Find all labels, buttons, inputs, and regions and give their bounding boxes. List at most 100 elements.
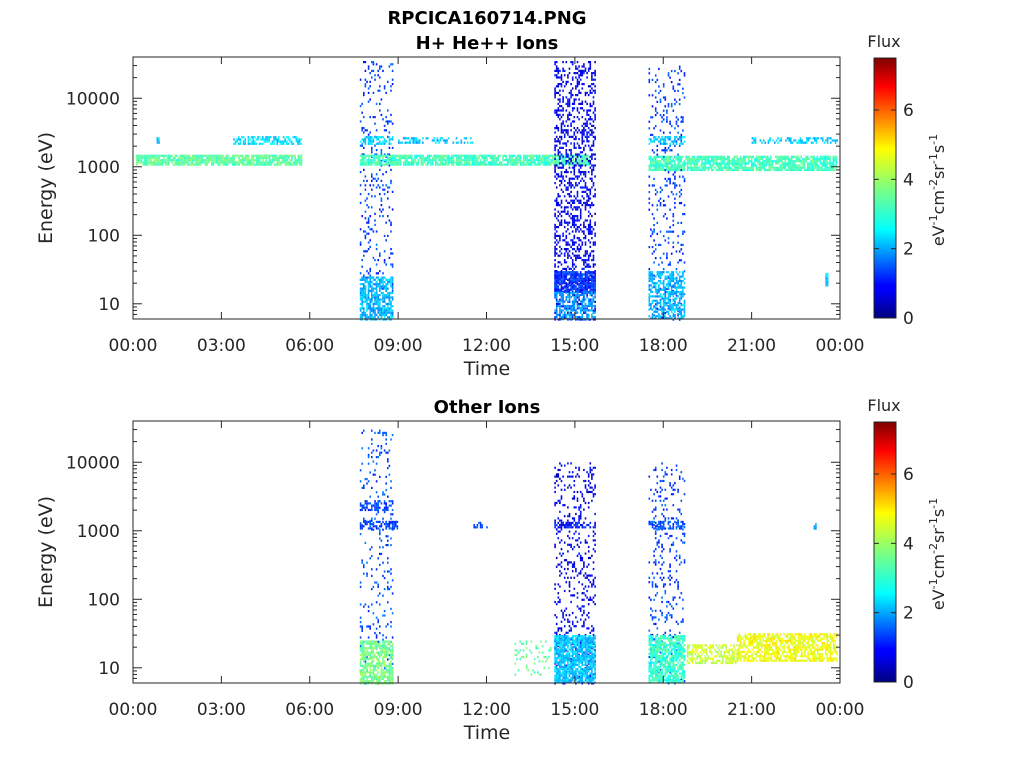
heatmap-cell xyxy=(573,277,576,280)
heatmap-cell xyxy=(666,180,668,183)
heatmap-cell xyxy=(654,162,657,165)
heatmap-cell xyxy=(372,278,375,281)
heatmap-cell xyxy=(505,163,507,166)
heatmap-cell xyxy=(554,111,556,114)
heatmap-cell xyxy=(678,83,681,86)
heatmap-cell xyxy=(591,309,593,312)
heatmap-cell xyxy=(364,296,367,299)
heatmap-cell xyxy=(589,221,592,224)
heatmap-cell xyxy=(563,300,566,303)
heatmap-cell xyxy=(559,311,561,314)
heatmap-cell xyxy=(587,94,590,97)
heatmap-cell xyxy=(140,159,143,162)
heatmap-cell xyxy=(586,294,588,297)
heatmap-cell xyxy=(367,241,370,244)
heatmap-cell xyxy=(550,159,552,162)
heatmap-cell xyxy=(560,131,563,134)
heatmap-cell xyxy=(662,304,665,307)
heatmap-cell xyxy=(554,89,556,92)
heatmap-cell xyxy=(375,296,378,299)
heatmap-cell xyxy=(225,156,228,160)
heatmap-cell xyxy=(452,141,455,144)
heatmap-cell xyxy=(363,278,365,281)
heatmap-cell xyxy=(214,154,216,157)
heatmap-cell xyxy=(576,142,579,145)
heatmap-cell xyxy=(374,154,376,157)
heatmap-cell xyxy=(670,317,673,320)
heatmap-cell xyxy=(651,246,654,249)
heatmap-cell xyxy=(559,298,561,301)
heatmap-cell xyxy=(662,118,665,121)
heatmap-cell xyxy=(570,153,572,156)
heatmap-cell xyxy=(586,279,588,283)
heatmap-cell xyxy=(567,284,569,287)
heatmap-cell xyxy=(297,142,299,145)
heatmap-cell xyxy=(824,155,827,158)
heatmap-cell xyxy=(683,299,686,302)
heatmap-cell xyxy=(565,61,568,64)
heatmap-cell xyxy=(680,202,683,205)
heatmap-cell xyxy=(750,162,753,165)
heatmap-cell xyxy=(792,164,795,167)
heatmap-cell xyxy=(659,186,662,189)
heatmap-cell xyxy=(183,163,186,166)
heatmap-cell xyxy=(557,127,560,130)
heatmap-cell xyxy=(835,166,838,169)
heatmap-cell xyxy=(196,154,199,157)
heatmap-cell xyxy=(683,282,686,285)
heatmap-cell xyxy=(661,116,663,119)
heatmap-cell xyxy=(414,139,416,142)
heatmap-cell xyxy=(677,118,679,121)
heatmap-cell xyxy=(287,161,290,164)
heatmap-cell xyxy=(391,313,394,317)
heatmap-cell xyxy=(557,304,560,308)
heatmap-cell xyxy=(385,278,387,281)
heatmap-cell xyxy=(686,157,689,161)
heatmap-cell xyxy=(669,160,671,163)
heatmap-cell xyxy=(592,72,595,75)
heatmap-cell xyxy=(648,268,651,271)
heatmap-cell xyxy=(677,166,679,169)
heatmap-cell xyxy=(557,201,560,204)
heatmap-cell xyxy=(375,163,378,166)
heatmap-cell xyxy=(659,317,662,320)
heatmap-cell xyxy=(666,155,668,158)
heatmap-cell xyxy=(570,151,572,154)
heatmap-cell xyxy=(664,290,667,293)
heatmap-cell xyxy=(675,193,678,196)
heatmap-cell xyxy=(749,160,751,163)
heatmap-cell xyxy=(664,164,667,167)
heatmap-cell xyxy=(592,111,595,114)
heatmap-cell xyxy=(391,190,394,193)
heatmap-cell xyxy=(575,223,577,226)
heatmap-cell xyxy=(784,157,787,161)
heatmap-cell xyxy=(379,280,381,284)
heatmap-cell xyxy=(670,105,673,108)
heatmap-cell xyxy=(554,149,556,152)
heatmap-cell xyxy=(290,140,293,143)
heatmap-cell xyxy=(830,141,832,144)
heatmap-cell xyxy=(731,164,734,167)
heatmap-cell xyxy=(554,175,556,178)
heatmap-cell xyxy=(588,163,591,166)
heatmap-cell xyxy=(661,166,663,169)
heatmap-cell xyxy=(379,186,381,189)
heatmap-cell xyxy=(567,98,569,101)
heatmap-cell xyxy=(659,257,662,260)
heatmap-cell xyxy=(583,122,585,125)
heatmap-cell xyxy=(364,316,367,319)
heatmap-cell xyxy=(576,116,579,119)
heatmap-cell xyxy=(371,228,373,231)
heatmap-cell xyxy=(562,113,564,116)
heatmap-cell xyxy=(372,177,375,180)
heatmap-cell xyxy=(390,182,392,185)
heatmap-cell xyxy=(833,139,835,142)
heatmap-cell xyxy=(826,162,828,165)
heatmap-cell xyxy=(241,161,244,164)
heatmap-cell xyxy=(156,161,159,164)
heatmap-cell xyxy=(782,164,785,167)
heatmap-cell xyxy=(670,308,673,311)
heatmap-cell xyxy=(555,288,558,291)
heatmap-cell xyxy=(518,156,520,160)
heatmap-cell xyxy=(560,300,563,303)
